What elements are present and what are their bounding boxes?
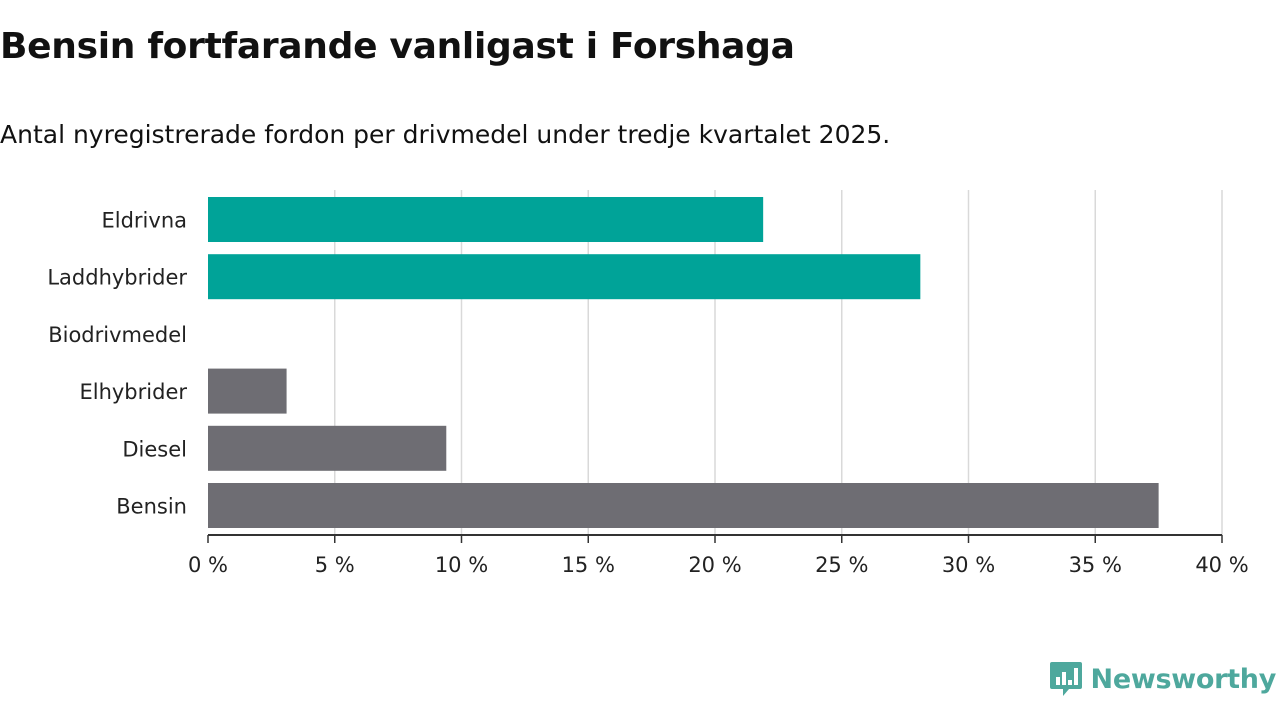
bar-eldrivna	[208, 197, 764, 242]
bar-elhybrider	[208, 368, 287, 414]
x-tick-label: 30 %	[942, 553, 995, 577]
category-label: Diesel	[122, 437, 187, 461]
chart-subtitle: Antal nyregistrerade fordon per drivmede…	[0, 120, 891, 149]
x-tick-label: 5 %	[315, 553, 355, 577]
x-tick-label: 20 %	[688, 553, 741, 577]
x-tick-label: 0 %	[188, 553, 228, 577]
gridlines	[334, 190, 1223, 535]
category-label: Laddhybrider	[47, 266, 187, 290]
bar-laddhybrider	[208, 254, 921, 300]
newsworthy-logo: Newsworthy	[1049, 660, 1276, 698]
x-tick-label: 35 %	[1069, 553, 1122, 577]
x-axis: 0 % 5 % 10 % 15 % 20 % 25 % 30 % 35 % 40 %	[188, 534, 1249, 577]
category-labels: Eldrivna Laddhybrider Biodrivmedel Elhybrid…	[47, 209, 187, 519]
category-label: Elhybrider	[79, 380, 187, 404]
category-label: Eldrivna	[101, 209, 187, 233]
x-tick-label: 40 %	[1195, 553, 1248, 577]
newsworthy-logo-icon	[1049, 662, 1082, 696]
x-tick-label: 25 %	[815, 553, 868, 577]
category-label: Bensin	[116, 495, 187, 519]
bar-bensin	[208, 483, 1159, 528]
chart-title: Bensin fortfarande vanligast i Forshaga	[0, 26, 795, 67]
brand-name: Newsworthy	[1090, 663, 1277, 695]
x-tick-label: 15 %	[562, 553, 615, 577]
bar-diesel	[208, 425, 447, 471]
bars	[208, 197, 1159, 528]
category-label: Biodrivmedel	[48, 323, 187, 347]
x-tick-label: 10 %	[435, 553, 488, 577]
